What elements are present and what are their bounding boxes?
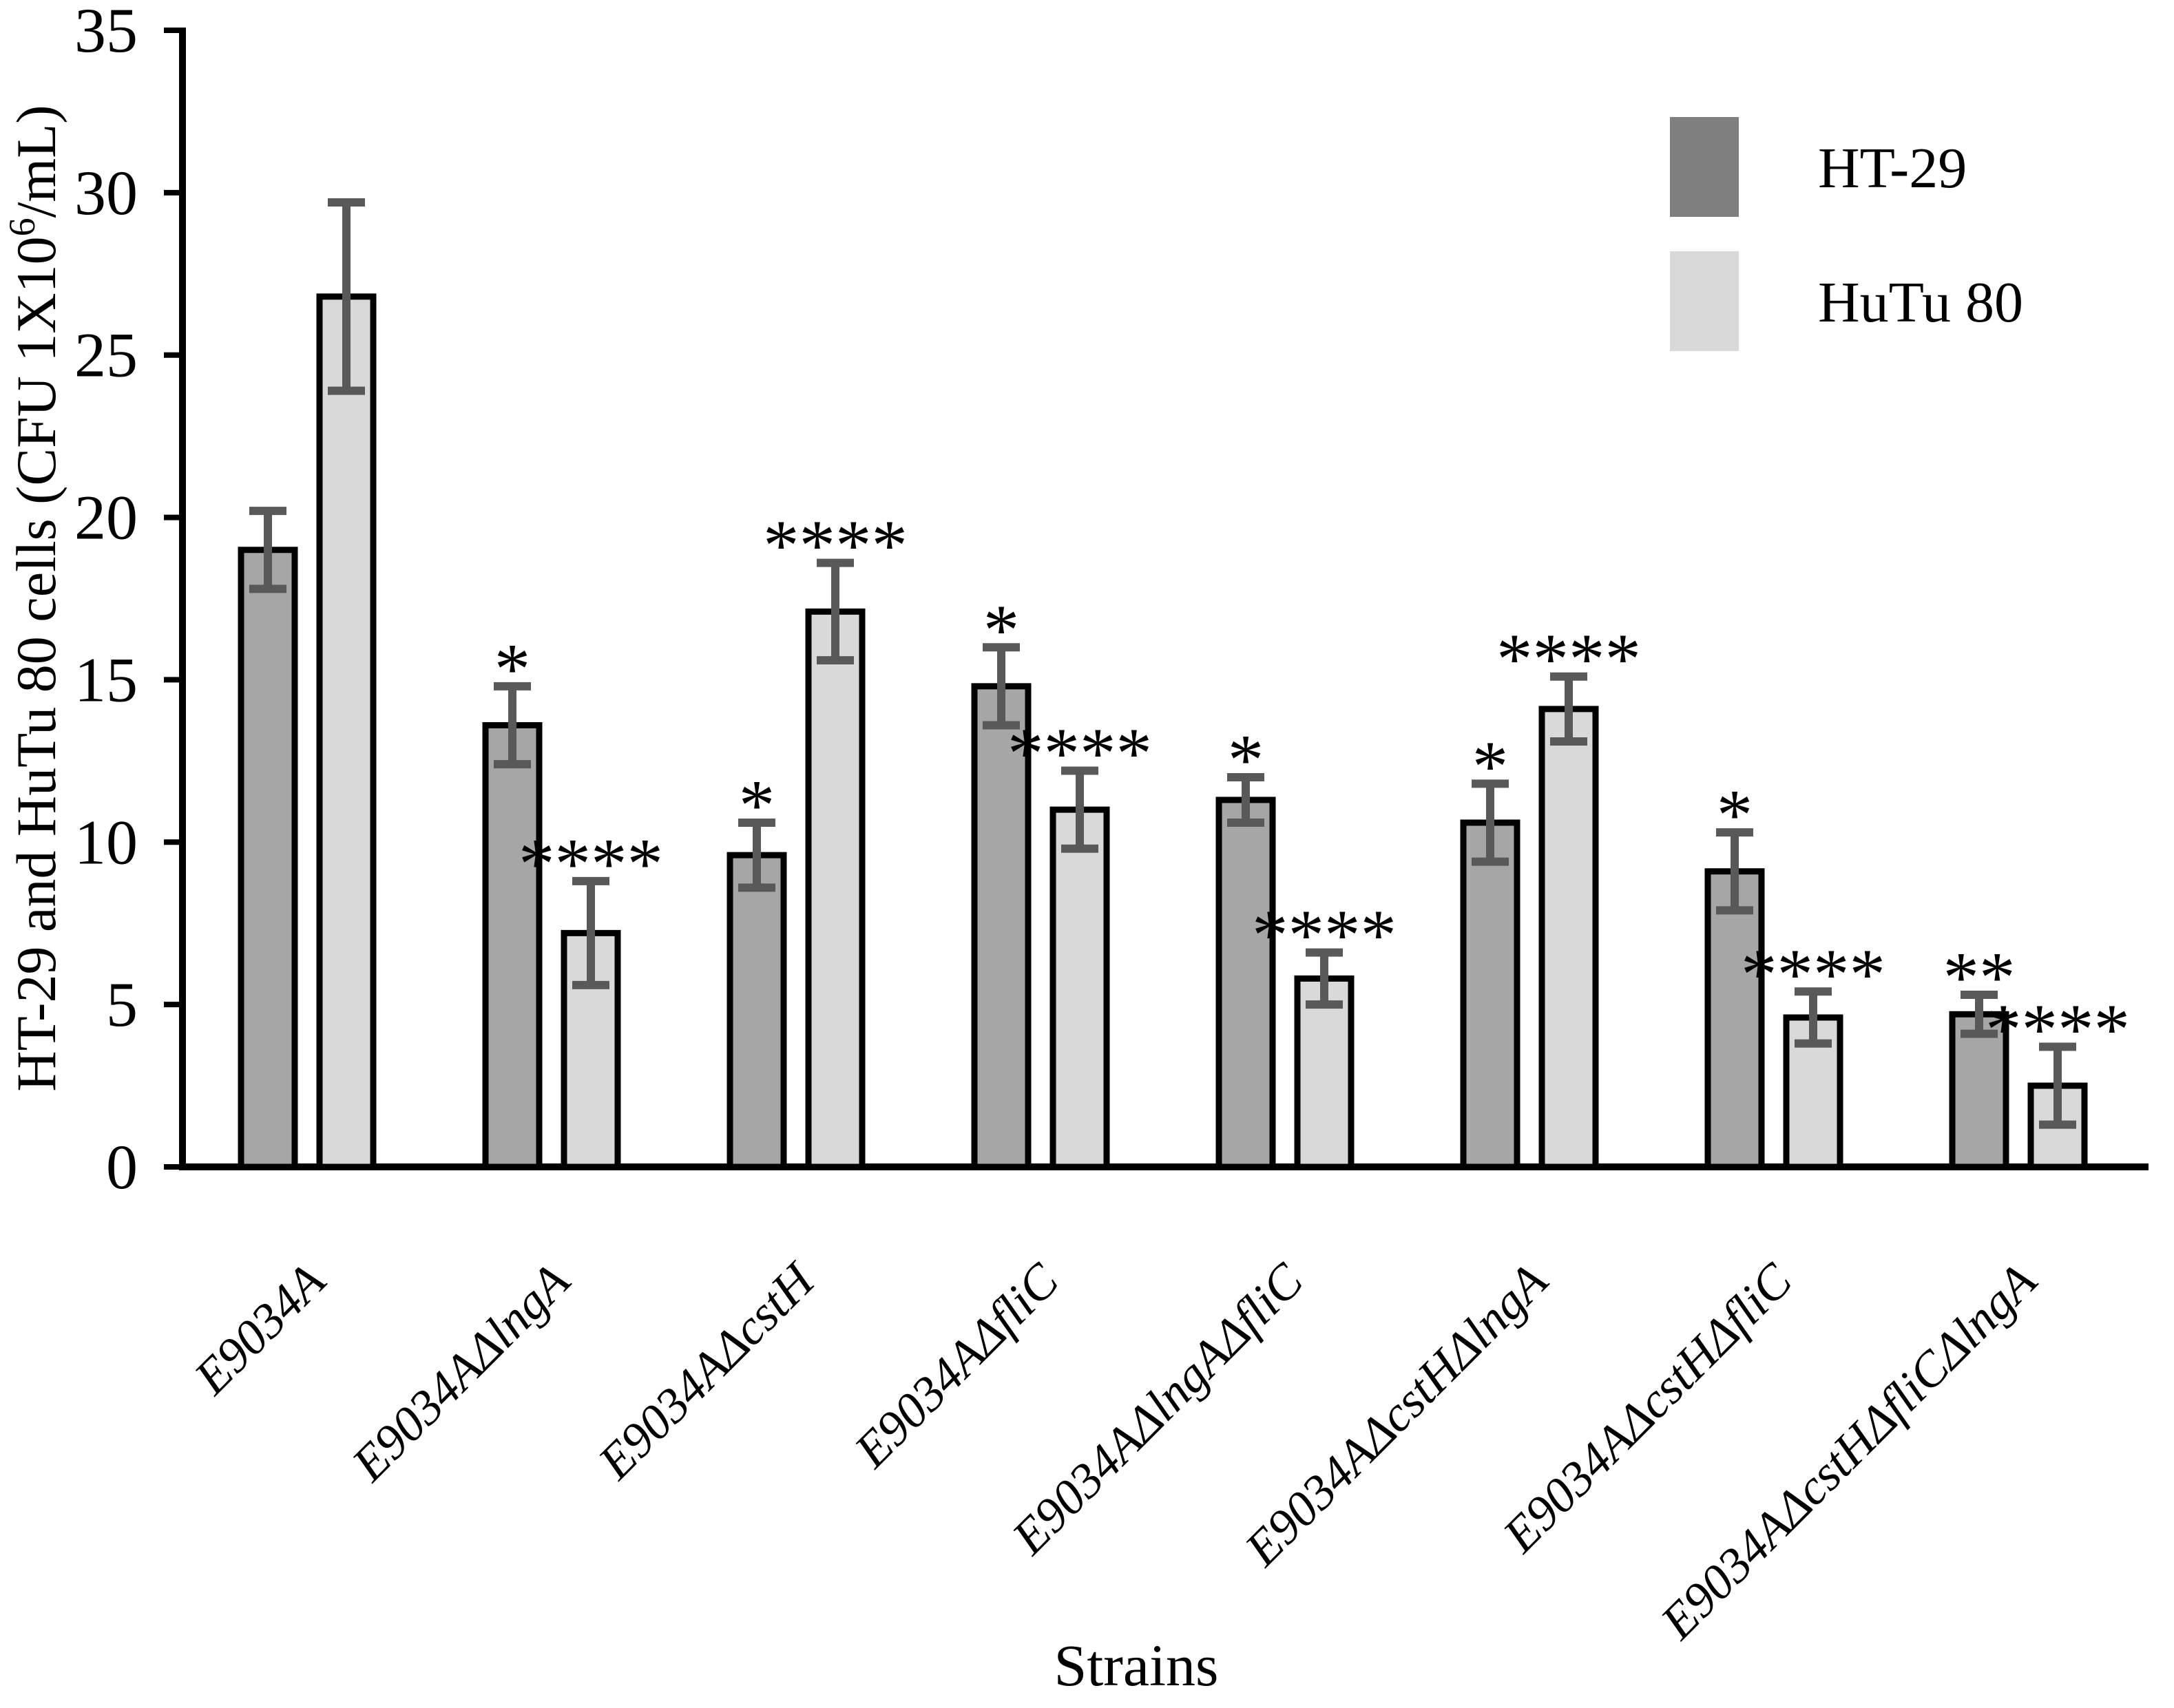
bar-hutu80-4	[1049, 806, 1110, 1170]
y-tick-label: 15	[74, 644, 138, 715]
x-axis-title: Strains	[1054, 1632, 1219, 1698]
y-tick-label: 20	[74, 483, 138, 553]
bar-hutu80-6	[1538, 706, 1599, 1170]
significance-marker: ****	[763, 505, 908, 586]
y-axis-title: HT-29 and HuTu 80 cells (CFU 1X106/mL)	[1, 105, 67, 1091]
significance-marker: *	[1228, 719, 1264, 800]
bar-hutu80-3	[805, 608, 866, 1170]
legend-swatch-ht29	[1670, 117, 1739, 217]
x-category-label: E9034AΔcstH	[587, 1251, 826, 1490]
bar-ht-29-3	[727, 852, 787, 1170]
significance-marker: *	[739, 765, 775, 845]
significance-marker: **	[1943, 937, 2016, 1018]
significance-marker: ****	[519, 823, 663, 904]
bar-hutu80-1	[316, 293, 377, 1170]
x-category-label: E9034AΔfliC	[844, 1252, 1069, 1478]
significance-marker: ****	[1741, 934, 1885, 1014]
x-category-label: E9034AΔlngA	[341, 1252, 581, 1492]
significance-marker: ****	[1252, 895, 1397, 976]
legend-label-ht29: HT-29	[1818, 136, 1967, 200]
bar-ht-29-2	[482, 721, 543, 1170]
y-tick-label: 5	[106, 969, 138, 1040]
plot-area: 05101520253035E9034A*****E9034AΔlngA****…	[74, 0, 2149, 1650]
significance-marker: *	[1717, 774, 1753, 855]
bar-ht-29-4	[971, 683, 1032, 1170]
y-tick-label: 25	[74, 320, 138, 390]
y-tick-label: 10	[74, 807, 138, 877]
legend: HT-29 HuTu 80	[1670, 117, 2023, 351]
x-category-label: E9034A	[183, 1252, 336, 1405]
y-tick-label: 35	[74, 0, 138, 65]
bar-ht-29-5	[1215, 797, 1276, 1170]
bar-ht-29-8	[1949, 1011, 2009, 1170]
bar-ht-29-6	[1460, 819, 1520, 1170]
bar-ht-29-1	[238, 547, 298, 1170]
significance-marker: ****	[1985, 989, 2130, 1069]
y-tick-label: 30	[74, 158, 138, 228]
y-tick-label: 0	[106, 1132, 138, 1202]
significance-marker: *	[1472, 726, 1509, 806]
significance-marker: *	[983, 589, 1020, 670]
bar-ht-29-7	[1704, 868, 1765, 1170]
significance-marker: ****	[1007, 713, 1152, 794]
significance-marker: ****	[1496, 619, 1641, 699]
significance-marker: *	[494, 629, 531, 709]
legend-label-hutu80: HuTu 80	[1818, 271, 2023, 335]
legend-swatch-hutu80	[1670, 251, 1739, 351]
